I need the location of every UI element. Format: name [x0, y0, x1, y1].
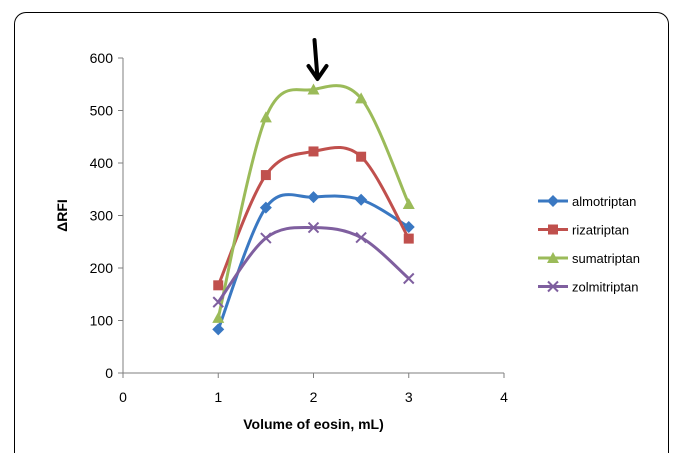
data-point-almotriptan	[307, 191, 320, 204]
data-point-almotriptan	[259, 201, 272, 214]
series-line-almotriptan	[216, 193, 410, 330]
y-tick-label: 400	[90, 155, 114, 171]
legend-marker	[548, 224, 558, 235]
legend-item-zolmitriptan: zolmitriptan	[538, 280, 638, 295]
y-tick-label: 200	[90, 260, 114, 276]
series-group	[212, 83, 415, 336]
x-tick-label: 0	[119, 389, 127, 405]
legend-item-rizatriptan: rizatriptan	[538, 223, 629, 238]
data-point-sumatriptan	[307, 83, 320, 95]
y-axis-title: ΔRFI	[54, 199, 70, 232]
tick-labels: 0 100 200 300 400 500 600 0 1 2 3 4	[90, 50, 508, 405]
y-tick-label: 100	[90, 313, 114, 329]
data-point-zolmitriptan	[355, 231, 367, 244]
data-point-zolmitriptan	[307, 221, 320, 234]
legend-label: almotriptan	[572, 194, 636, 209]
y-tick-label: 500	[90, 103, 114, 119]
series-line-zolmitriptan	[217, 226, 410, 304]
data-point-almotriptan	[212, 323, 225, 336]
x-axis-title: Volume of eosin, mL)	[243, 416, 384, 432]
legend-marker	[547, 195, 559, 207]
data-point-zolmitriptan	[260, 232, 272, 244]
series-sumatriptan	[212, 83, 415, 323]
data-point-almotriptan	[355, 193, 368, 206]
x-tick-label: 3	[405, 389, 413, 405]
legend-label: zolmitriptan	[572, 280, 638, 295]
legend-item-sumatriptan: sumatriptan	[538, 251, 640, 266]
legend-item-almotriptan: almotriptan	[538, 194, 636, 209]
data-point-zolmitriptan	[212, 296, 224, 308]
y-tick-label: 300	[90, 208, 114, 224]
series-zolmitriptan	[212, 221, 415, 308]
data-point-rizatriptan	[260, 170, 271, 181]
data-point-sumatriptan	[355, 92, 368, 104]
x-tick-label: 4	[500, 389, 508, 405]
data-point-sumatriptan	[259, 111, 272, 123]
legend-label: rizatriptan	[572, 223, 629, 238]
data-point-sumatriptan	[402, 197, 415, 209]
legend-marker	[547, 252, 559, 263]
series-line-sumatriptan	[216, 84, 411, 319]
data-point-zolmitriptan	[403, 272, 415, 285]
data-point-rizatriptan	[403, 233, 414, 244]
legend-marker	[547, 280, 559, 293]
y-tick-label: 0	[105, 365, 113, 381]
legend: almotriptan rizatriptan sumatriptan zolmitr…	[538, 194, 640, 295]
x-tick-label: 2	[310, 389, 318, 405]
annotation-arrow-head	[306, 64, 329, 81]
y-tick-label: 600	[90, 50, 114, 66]
data-point-rizatriptan	[213, 280, 224, 291]
annotation-arrow-shaft	[312, 38, 320, 80]
series-almotriptan	[212, 191, 415, 336]
axes	[122, 58, 504, 374]
data-point-sumatriptan	[212, 311, 225, 323]
data-point-rizatriptan	[308, 146, 319, 157]
legend-label: sumatriptan	[572, 251, 640, 266]
series-line-rizatriptan	[216, 145, 411, 286]
data-point-rizatriptan	[356, 151, 367, 162]
x-tick-label: 1	[214, 389, 222, 405]
series-rizatriptan	[213, 145, 414, 291]
